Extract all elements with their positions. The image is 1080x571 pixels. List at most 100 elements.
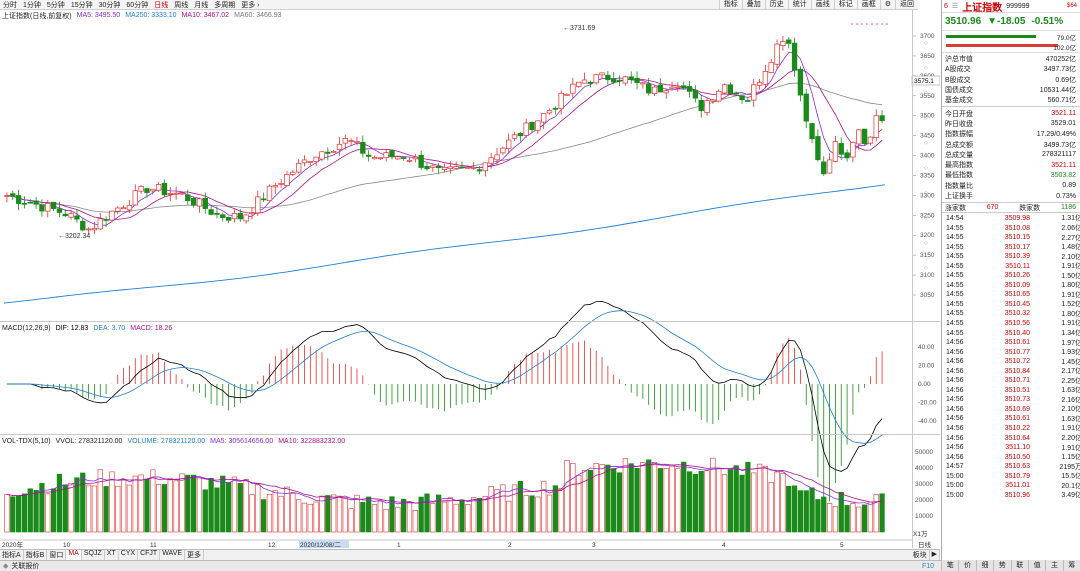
ma60-line (6, 82, 883, 213)
indicator-tab-4[interactable]: SQJZ (82, 550, 105, 560)
volume-bar (692, 474, 698, 533)
right-tab-4[interactable]: 联 (1010, 560, 1028, 571)
indicator-tab-3[interactable]: MA (66, 550, 82, 560)
indicator-tab-7[interactable]: CFJT (138, 550, 161, 560)
volume-bar (739, 474, 745, 533)
volume-bar (406, 501, 413, 533)
right-tab-2[interactable]: 细 (975, 560, 993, 571)
quote-row-label: 总成交额 (945, 141, 973, 149)
volume-bar (371, 504, 378, 533)
tick-price: 3511.10 (1005, 444, 1030, 452)
period-5[interactable]: 60分钟 (126, 1, 149, 9)
candle-body (581, 79, 588, 84)
candle-body (80, 220, 86, 231)
period-8[interactable]: 月线 (194, 1, 209, 9)
quote-row-value: 3529.01 (1050, 120, 1076, 128)
menu-icon[interactable]: ☰ (951, 3, 959, 10)
volume-bar (541, 480, 547, 533)
volume-bar (780, 473, 786, 533)
quote-row-value: 3499.73亿 (1043, 141, 1076, 149)
quote-row-value: 0.73% (1056, 192, 1076, 200)
volume-bar (4, 494, 10, 533)
volume-bar (214, 487, 220, 533)
status-bar: ◆ 关联报价 F10 (0, 560, 1080, 571)
period-2[interactable]: 5分钟 (46, 1, 65, 9)
candle-body (471, 167, 477, 169)
volume-bar (721, 474, 728, 533)
quote-row-value: 3521.11 (1051, 161, 1076, 169)
tool-0[interactable]: 指标 (718, 0, 742, 10)
bottom-right-0[interactable]: 板块 (911, 550, 930, 560)
indicator-tab-6[interactable]: CYX (119, 550, 139, 560)
macd-dea: DEA: 3.70 (93, 325, 126, 332)
tool-4[interactable]: 画线 (810, 0, 834, 10)
tick-row: 14:56 3510.22 1.91亿 (942, 423, 1080, 433)
candle-body (307, 161, 313, 163)
indicator-tab-1[interactable]: 指标B (24, 550, 48, 560)
tick-price: 3510.96 (1004, 491, 1030, 499)
tick-row: 14:55 3510.45 1.52亿 (942, 299, 1080, 309)
period-1[interactable]: 1分钟 (23, 1, 41, 9)
indicator-tab-5[interactable]: XT (105, 550, 119, 560)
tick-price: 3510.71 (1004, 377, 1030, 385)
f10-button[interactable]: F10 (922, 562, 935, 570)
candle-body (179, 192, 185, 195)
volume-bar (628, 463, 634, 533)
period-0[interactable]: 分时 (3, 1, 17, 9)
tick-row: 14:55 3510.56 1.91亿 (942, 318, 1080, 328)
tick-price: 3510.17 (1004, 243, 1030, 251)
volume-bar (266, 494, 273, 533)
candle-body (56, 208, 63, 213)
period-6[interactable]: 日线 (154, 1, 169, 9)
period-3[interactable]: 15分钟 (70, 1, 93, 9)
volume-bar (290, 493, 296, 533)
candlestick-chart[interactable]: 3700365036003550350034503400335033003250… (0, 0, 940, 571)
tool-3[interactable]: 统计 (787, 0, 811, 10)
indicator-tab-9[interactable]: 更多 (185, 550, 205, 560)
period-10[interactable]: 更多 › (241, 1, 260, 9)
period-7[interactable]: 周线 (174, 1, 189, 9)
tool-2[interactable]: 历史 (764, 0, 788, 10)
volume-bar (377, 501, 383, 533)
tick-price: 3510.56 (1004, 319, 1030, 327)
period-9[interactable]: 多周期 (214, 1, 236, 9)
period-4[interactable]: 30分钟 (98, 1, 121, 9)
vol-y-tick: 50000 (915, 449, 933, 456)
right-tab-3[interactable]: 势 (993, 560, 1010, 571)
tool-1[interactable]: 叠加 (741, 0, 765, 10)
right-tab-0[interactable]: 笔 (941, 560, 958, 571)
quote-row-value: 3503.82 (1050, 171, 1076, 179)
status-icon: ◆ (3, 563, 9, 570)
candle-body (815, 136, 821, 161)
vol-volume: VOLUME: 278321120.00 (127, 438, 206, 445)
tick-list[interactable]: 14:54 3509.98 1.31亿 14:55 3510.08 2.06亿 14:55 3… (942, 213, 1080, 499)
tick-time: 14:55 (946, 319, 964, 327)
indicator-tab-8[interactable]: WAVE (160, 550, 186, 560)
right-tab-6[interactable]: 主 (1045, 560, 1062, 571)
back-button[interactable]: 返回 (895, 0, 918, 10)
candle-body (138, 186, 144, 192)
tool-5[interactable]: 标记 (833, 0, 857, 10)
x-axis-right: 日线 (918, 540, 932, 549)
volume-bar (91, 485, 98, 533)
indicator-tab-0[interactable]: 指标A (0, 550, 24, 560)
volume-bar (447, 497, 453, 533)
quote-price: 3510.96 (945, 16, 982, 27)
right-tab-5[interactable]: 值 (1027, 560, 1045, 571)
quote-row-label: 基金成交 (945, 97, 973, 105)
candle-body (721, 84, 728, 94)
right-tab-7[interactable]: 筹 (1062, 560, 1080, 571)
tick-price: 3510.45 (1004, 300, 1030, 308)
quote-row-label: B股成交 (945, 76, 971, 84)
tick-price: 3510.32 (1004, 310, 1030, 318)
vol-ma10-line (6, 464, 883, 504)
settings-icon[interactable]: ⚙ (879, 0, 895, 10)
right-tab-1[interactable]: 价 (958, 560, 975, 571)
indicator-tab-2[interactable]: 窗口 (47, 550, 67, 560)
candle-body (453, 166, 459, 169)
volume-bar (336, 495, 343, 533)
tick-time: 14:56 (946, 348, 964, 356)
bottom-right-1[interactable]: ▶ (930, 550, 940, 560)
tool-6[interactable]: 画框 (856, 0, 880, 10)
